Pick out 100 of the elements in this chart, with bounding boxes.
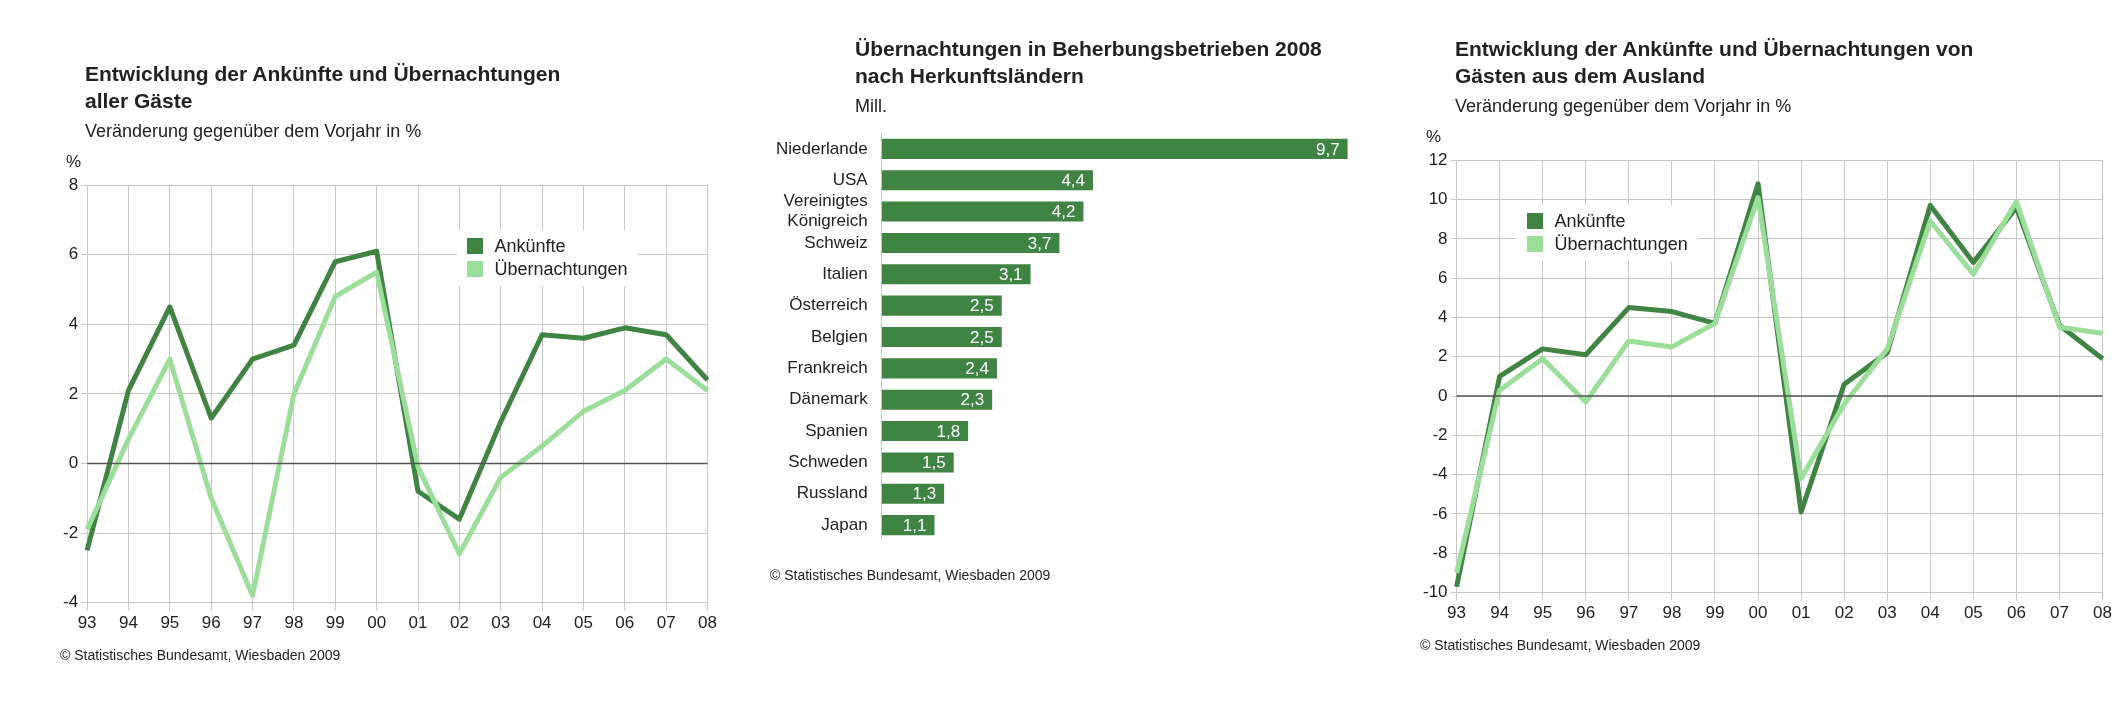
y-tick-label: -2 bbox=[1432, 424, 1448, 444]
chart-subtitle: Veränderung gegenüber dem Vorjahr in % bbox=[1455, 95, 1793, 117]
y-tick-label: Russland bbox=[796, 483, 868, 503]
chart-title: Entwicklung der Ankünfte und Übernachtungen aller Gäste bbox=[85, 61, 562, 115]
y-tick-label: 0 bbox=[1438, 385, 1448, 405]
y-tick-label: Österreich bbox=[789, 294, 868, 314]
x-tick-label: 01 bbox=[408, 613, 428, 633]
y-tick-label: -8 bbox=[1432, 542, 1448, 562]
bar bbox=[881, 201, 1084, 222]
x-tick-label: 94 bbox=[119, 613, 138, 633]
chart-subtitle: Veränderung gegenüber dem Vorjahr in % bbox=[85, 120, 423, 142]
x-tick-label: 97 bbox=[1619, 603, 1639, 623]
data-label: 2,4 bbox=[965, 358, 989, 378]
legend-label: Ankünfte bbox=[1554, 210, 1626, 232]
text: © Statistisches Bundesamt, Wiesbaden 2009 bbox=[770, 566, 1052, 583]
x-tick-label: 07 bbox=[2050, 603, 2069, 623]
x-tick-label: 99 bbox=[1705, 603, 1725, 623]
y-axis-title: % bbox=[1426, 126, 1443, 147]
x-tick-label: 04 bbox=[532, 613, 552, 633]
x-tick-label: 00 bbox=[367, 613, 387, 633]
x-tick-label: 98 bbox=[1662, 603, 1682, 623]
x-tick-label: 05 bbox=[574, 613, 593, 633]
y-tick-label: Belgien bbox=[810, 326, 868, 346]
y-tick-label: 12 bbox=[1428, 149, 1448, 169]
y-tick-label: 6 bbox=[68, 244, 79, 264]
y-tick-label: 2 bbox=[68, 383, 79, 403]
chart-title: Entwicklung der Ankünfte und Übernachtungen von Gästen aus dem Ausland bbox=[1455, 36, 1975, 90]
x-tick-label: 06 bbox=[2006, 603, 2026, 623]
x-tick-label: 96 bbox=[1576, 603, 1596, 623]
x-tick-label: 08 bbox=[698, 613, 718, 633]
x-tick-label: 01 bbox=[1791, 603, 1811, 623]
x-tick-label: 04 bbox=[1920, 603, 1940, 623]
data-label: 2,5 bbox=[970, 295, 994, 315]
x-tick-label: 96 bbox=[201, 613, 221, 633]
data-label: 3,7 bbox=[1027, 233, 1052, 253]
x-tick-label: 98 bbox=[284, 613, 304, 633]
x-tick-label: 06 bbox=[615, 613, 635, 633]
y-tick-label: 8 bbox=[1438, 228, 1448, 248]
y-tick-label: -2 bbox=[62, 522, 79, 542]
y-tick-label: USA bbox=[832, 169, 869, 189]
data-label: 4,4 bbox=[1061, 170, 1086, 190]
x-tick-label: 00 bbox=[1748, 603, 1768, 623]
bar bbox=[881, 169, 1094, 190]
y-tick-label: Japan bbox=[821, 514, 868, 534]
legend-label: Übernachtungen bbox=[1554, 233, 1688, 255]
y-tick-label: -4 bbox=[1432, 463, 1448, 483]
y-tick-label: Niederlande bbox=[775, 138, 868, 158]
y-tick-label: Dänemark bbox=[789, 388, 869, 408]
bar bbox=[881, 138, 1348, 159]
x-tick-label: 03 bbox=[1877, 603, 1897, 623]
legend-label: Ankünfte bbox=[494, 235, 566, 257]
bar bbox=[881, 389, 993, 410]
data-label: 2,5 bbox=[970, 327, 994, 347]
bar bbox=[881, 357, 997, 378]
x-tick-label: 95 bbox=[160, 613, 180, 633]
bar bbox=[881, 420, 969, 441]
x-tick-label: 93 bbox=[1447, 603, 1467, 623]
bar bbox=[881, 232, 1060, 253]
y-tick-label: 0 bbox=[68, 452, 79, 472]
y-tick-label: 4 bbox=[68, 313, 79, 333]
data-label: 3,1 bbox=[998, 264, 1023, 284]
x-tick-label: 93 bbox=[77, 613, 97, 633]
y-tick-label: -4 bbox=[62, 591, 79, 611]
bar bbox=[881, 263, 1031, 284]
data-label: 4,2 bbox=[1051, 201, 1076, 221]
y-tick-label: 8 bbox=[68, 174, 79, 194]
y-axis-title: % bbox=[66, 151, 83, 172]
data-label: 9,7 bbox=[1315, 139, 1340, 159]
y-tick-label: Italien bbox=[822, 263, 868, 283]
x-tick-label: 94 bbox=[1490, 603, 1510, 623]
text: © Statistisches Bundesamt, Wiesbaden 2009 bbox=[60, 646, 342, 663]
bar bbox=[881, 326, 1002, 347]
y-tick-label: Frankreich bbox=[787, 357, 868, 377]
legend-label: Übernachtungen bbox=[494, 258, 628, 280]
y-tick-label: -6 bbox=[1432, 503, 1448, 523]
x-tick-label: 05 bbox=[1963, 603, 1983, 623]
y-tick-label: Schweden bbox=[788, 451, 868, 471]
x-tick-label: 03 bbox=[491, 613, 511, 633]
bar bbox=[881, 295, 1002, 316]
text: © Statistisches Bundesamt, Wiesbaden 2009 bbox=[1420, 636, 1702, 653]
y-tick-label: Spanien bbox=[805, 420, 868, 440]
y-tick-label: -10 bbox=[1422, 581, 1448, 601]
data-label: 1,1 bbox=[902, 515, 927, 535]
x-tick-label: 02 bbox=[449, 613, 469, 633]
x-tick-label: 97 bbox=[243, 613, 263, 633]
bar bbox=[881, 451, 954, 473]
x-tick-label: 07 bbox=[656, 613, 676, 633]
data-label: 1,5 bbox=[922, 452, 946, 472]
y-tick-label: 6 bbox=[1438, 267, 1448, 287]
x-tick-label: 95 bbox=[1533, 603, 1553, 623]
y-tick-label: 10 bbox=[1428, 188, 1448, 208]
chart-subtitle: Mill. bbox=[855, 95, 888, 117]
y-tick-label: 4 bbox=[1438, 306, 1448, 326]
x-tick-label: 99 bbox=[325, 613, 345, 633]
y-tick-label: Vereinigtes Königreich bbox=[783, 190, 868, 231]
y-tick-label: 2 bbox=[1438, 346, 1448, 366]
x-tick-label: 02 bbox=[1834, 603, 1854, 623]
chart-title: Übernachtungen in Beherbungsbetrieben 2008 nach Herkunftsländern bbox=[855, 36, 1323, 90]
x-tick-label: 08 bbox=[2093, 603, 2113, 623]
data-label: 1,3 bbox=[912, 484, 937, 504]
